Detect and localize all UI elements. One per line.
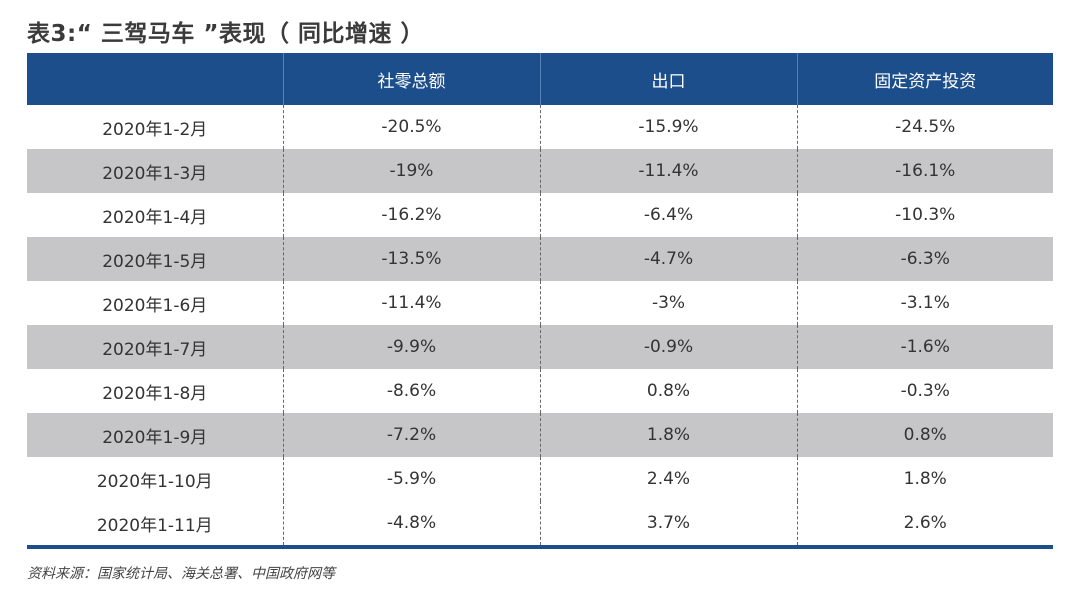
cell-investment: -16.1% — [796, 149, 1053, 193]
table-row: 2020年1-3月 -19% -11.4% -16.1% — [27, 149, 1053, 193]
table-row: 2020年1-5月 -13.5% -4.7% -6.3% — [27, 237, 1053, 281]
cell-period: 2020年1-2月 — [102, 119, 208, 140]
header-investment: 固定资产投资 — [796, 53, 1053, 105]
table-row: 2020年1-8月 -8.6% 0.8% -0.3% — [27, 369, 1053, 413]
cell-export: -15.9% — [539, 105, 797, 149]
table-header-row: 社零总额 出口 固定资产投资 — [27, 53, 1053, 105]
table-row: 2020年1-2月 -20.5% -15.9% -24.5% — [27, 105, 1053, 149]
cell-export: -4.7% — [539, 237, 797, 281]
cell-investment: 0.8% — [796, 413, 1053, 457]
cell-period: 2020年1-5月 — [27, 237, 283, 281]
cell-investment: -10.3% — [796, 193, 1053, 237]
cell-investment: -6.3% — [796, 237, 1053, 281]
table-row: 2020年1-10月 -5.9% 2.4% 1.8% — [27, 457, 1053, 501]
header-export: 出口 — [539, 53, 797, 105]
cell-period: 2020年1-4月 — [102, 207, 208, 228]
cell-investment: -1.6% — [796, 325, 1053, 369]
cell-period: 2020年1-11月 — [96, 515, 213, 536]
cell-export: -11.4% — [539, 149, 797, 193]
cell-investment: 2.6% — [796, 501, 1053, 545]
growth-table: 社零总额 出口 固定资产投资 2020年1-2月 -20.5% -15.9% -… — [27, 53, 1053, 545]
cell-retail: -11.4% — [282, 281, 540, 325]
cell-investment: 1.8% — [796, 457, 1053, 501]
cell-retail: -19% — [282, 149, 540, 193]
table-row: 2020年1-6月 -11.4% -3% -3.1% — [27, 281, 1053, 325]
cell-retail: -5.9% — [282, 457, 540, 501]
source-note: 资料来源：国家统计局、海关总署、中国政府网等 — [27, 566, 335, 582]
table-row: 2020年1-4月 -16.2% -6.4% -10.3% — [27, 193, 1053, 237]
header-period — [27, 53, 283, 105]
cell-retail: -16.2% — [282, 193, 540, 237]
cell-export: 3.7% — [539, 501, 797, 545]
cell-retail: -9.9% — [282, 325, 540, 369]
cell-retail: -4.8% — [282, 501, 540, 545]
table-row: 2020年1-9月 -7.2% 1.8% 0.8% — [27, 413, 1053, 457]
table-bottom-rule — [27, 545, 1053, 549]
cell-export: 2.4% — [539, 457, 797, 501]
cell-retail: -13.5% — [282, 237, 540, 281]
cell-period: 2020年1-10月 — [96, 471, 213, 492]
table-title: 表3:“ 三驾马车 ”表现（ 同比增速 ） — [27, 21, 424, 47]
cell-period: 2020年1-8月 — [102, 383, 208, 404]
cell-retail: -8.6% — [282, 369, 540, 413]
cell-export: -0.9% — [539, 325, 797, 369]
cell-export: -3% — [539, 281, 797, 325]
cell-period: 2020年1-9月 — [27, 413, 283, 457]
cell-retail: -20.5% — [282, 105, 540, 149]
data-table-container: 社零总额 出口 固定资产投资 2020年1-2月 -20.5% -15.9% -… — [27, 53, 1053, 549]
header-retail: 社零总额 — [282, 53, 540, 105]
cell-retail: -7.2% — [282, 413, 540, 457]
cell-period: 2020年1-3月 — [27, 149, 283, 193]
cell-export: 0.8% — [539, 369, 797, 413]
cell-period: 2020年1-6月 — [102, 295, 208, 316]
table-row: 2020年1-11月 -4.8% 3.7% 2.6% — [27, 501, 1053, 545]
cell-export: 1.8% — [539, 413, 797, 457]
table-row: 2020年1-7月 -9.9% -0.9% -1.6% — [27, 325, 1053, 369]
cell-export: -6.4% — [539, 193, 797, 237]
cell-investment: -24.5% — [796, 105, 1053, 149]
cell-investment: -0.3% — [796, 369, 1053, 413]
cell-period: 2020年1-7月 — [27, 325, 283, 369]
cell-investment: -3.1% — [796, 281, 1053, 325]
